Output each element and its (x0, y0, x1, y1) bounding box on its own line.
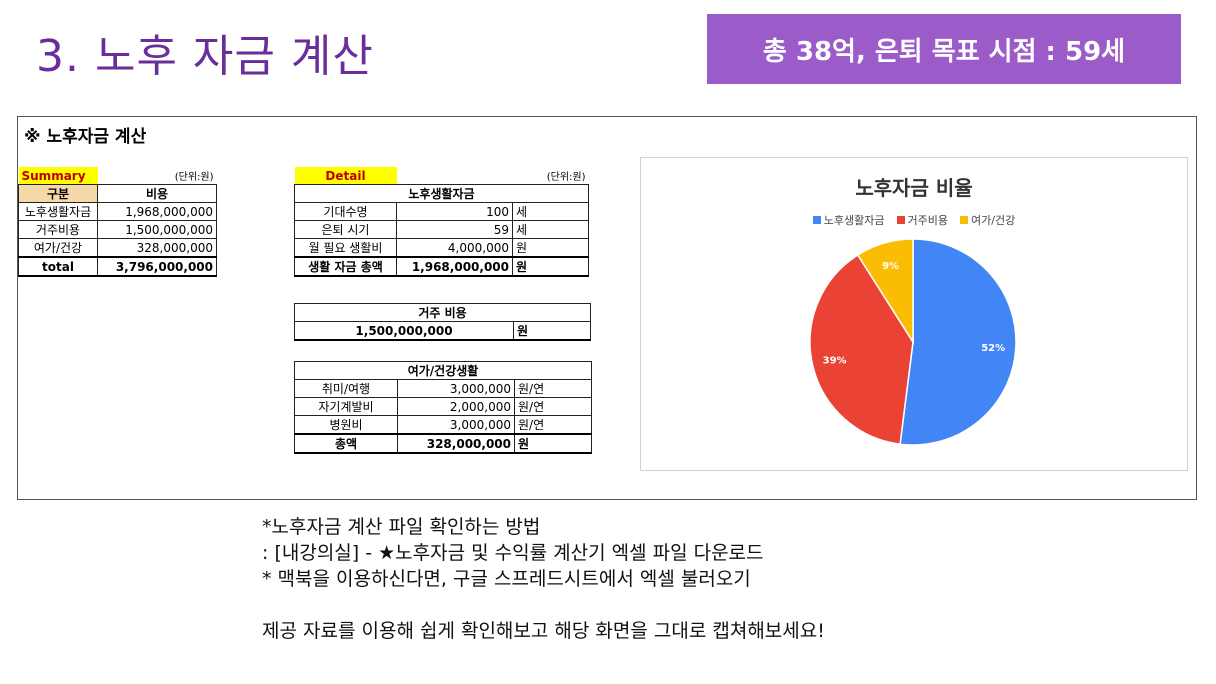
leisure-row-label: 취미/여행 (294, 379, 398, 398)
summary-row-label: 노후생활자금 (18, 202, 98, 221)
living-total-label: 생활 자금 총액 (294, 256, 397, 277)
chart-legend: 노후생활자금 거주비용 여가/건강 (641, 212, 1187, 228)
pie-data-label: 39% (823, 356, 847, 367)
pie-data-label: 52% (981, 343, 1005, 354)
summary-row-value: 1,500,000,000 (97, 220, 217, 239)
summary-header-category: 구분 (18, 184, 98, 203)
sheet-title: ※ 노후자금 계산 (24, 127, 147, 147)
leisure-row-value: 3,000,000 (397, 379, 515, 398)
living-total-value: 1,968,000,000 (396, 256, 513, 277)
table-row: 자기계발비 2,000,000 원/연 (294, 397, 592, 416)
legend-item: 여가/건강 (960, 212, 1015, 228)
living-row-value: 59 (396, 220, 513, 239)
living-row-label: 기대수명 (294, 202, 397, 221)
leisure-header: 여가/건강생활 (294, 361, 592, 380)
detail-living-table: Detail (단위:원) 노후생활자금 기대수명 100 세 은퇴 시기 59… (294, 167, 589, 277)
summary-total-value: 3,796,000,000 (97, 256, 217, 277)
table-row: 1,500,000,000 원 (294, 321, 591, 341)
table-row: 기대수명 100 세 (294, 202, 589, 221)
summary-row-label: 거주비용 (18, 220, 98, 239)
goal-banner: 총 38억, 은퇴 목표 시점 : 59세 (707, 14, 1181, 84)
note-line: * 맥북을 이용하신다면, 구글 스프레드시트에서 엑셀 불러오기 (262, 568, 751, 590)
leisure-row-unit: 원/연 (514, 379, 592, 398)
living-row-value: 4,000,000 (396, 238, 513, 258)
table-row: 거주비용 1,500,000,000 (18, 220, 217, 239)
table-row: 총액 328,000,000 원 (294, 433, 592, 454)
leisure-row-label: 자기계발비 (294, 397, 398, 416)
leisure-total-unit: 원 (514, 433, 592, 454)
leisure-row-unit: 원/연 (514, 397, 592, 416)
leisure-row-unit: 원/연 (514, 415, 592, 435)
spreadsheet-capture: ※ 노후자금 계산 Summary (단위:원) 구분 비용 노후생활자금 1,… (17, 116, 1197, 500)
legend-label: 여가/건강 (971, 214, 1016, 227)
living-row-label: 은퇴 시기 (294, 220, 397, 239)
legend-swatch (896, 216, 905, 224)
table-row: total 3,796,000,000 (18, 256, 217, 277)
page-title: 3. 노후 자금 계산 (36, 31, 374, 82)
detail-leisure-table: 여가/건강생활 취미/여행 3,000,000 원/연 자기계발비 2,000,… (294, 361, 592, 454)
note-line: 제공 자료를 이용해 쉽게 확인해보고 해당 화면을 그대로 캡쳐해보세요! (262, 620, 825, 642)
leisure-total-label: 총액 (294, 433, 398, 454)
housing-unit: 원 (513, 321, 591, 341)
table-row: 노후생활자금 1,968,000,000 (18, 202, 217, 221)
pie-slice-1 (899, 238, 1017, 446)
summary-row-value: 1,968,000,000 (97, 202, 217, 221)
summary-unit: (단위:원) (174, 172, 214, 183)
table-row: 월 필요 생활비 4,000,000 원 (294, 238, 589, 258)
leisure-row-value: 3,000,000 (397, 415, 515, 435)
chart-title: 노후자금 비율 (855, 176, 973, 200)
pie-chart: 노후자금 비율 노후생활자금 거주비용 여가/건강 52% 39% 9% (640, 157, 1188, 471)
living-row-unit: 세 (512, 220, 589, 239)
pie-slice-3 (856, 238, 914, 345)
summary-tag: Summary (18, 167, 98, 185)
living-row-label: 월 필요 생활비 (294, 238, 397, 258)
living-total-unit: 원 (512, 256, 589, 277)
leisure-row-value: 2,000,000 (397, 397, 515, 416)
pie-svg: 52% 39% 9% (809, 238, 1017, 446)
detail-housing-table: 거주 비용 1,500,000,000 원 (294, 303, 591, 341)
note-line: : [내강의실] - ★노후자금 및 수익률 계산기 엑셀 파일 다운로드 (262, 542, 764, 564)
living-row-unit: 세 (512, 202, 589, 221)
table-row: 취미/여행 3,000,000 원/연 (294, 379, 592, 398)
table-row: 병원비 3,000,000 원/연 (294, 415, 592, 435)
living-row-value: 100 (396, 202, 513, 221)
housing-header: 거주 비용 (294, 303, 591, 322)
summary-table: Summary (단위:원) 구분 비용 노후생활자금 1,968,000,00… (18, 167, 217, 277)
legend-item: 거주비용 (896, 212, 949, 228)
detail-unit: (단위:원) (546, 172, 586, 183)
instructions: *노후자금 계산 파일 확인하는 방법 : [내강의실] - ★노후자금 및 수… (262, 514, 825, 644)
detail-tag: Detail (294, 167, 397, 185)
summary-header-cost: 비용 (97, 184, 217, 203)
note-line (262, 592, 825, 618)
leisure-row-label: 병원비 (294, 415, 398, 435)
note-line: *노후자금 계산 파일 확인하는 방법 (262, 516, 541, 538)
legend-label: 노후생활자금 (823, 214, 885, 227)
legend-swatch (812, 216, 821, 224)
table-row: 생활 자금 총액 1,968,000,000 원 (294, 256, 589, 277)
summary-total-label: total (18, 256, 98, 277)
table-row: 여가/건강 328,000,000 (18, 238, 217, 258)
summary-row-value: 328,000,000 (97, 238, 217, 258)
legend-item: 노후생활자금 (812, 212, 885, 228)
leisure-total-value: 328,000,000 (397, 433, 515, 454)
living-row-unit: 원 (512, 238, 589, 258)
pie-data-label: 9% (882, 261, 899, 272)
living-header: 노후생활자금 (294, 184, 589, 203)
housing-value: 1,500,000,000 (294, 321, 514, 341)
summary-row-label: 여가/건강 (18, 238, 98, 258)
legend-label: 거주비용 (907, 214, 949, 227)
table-row: 은퇴 시기 59 세 (294, 220, 589, 239)
legend-swatch (960, 216, 969, 224)
